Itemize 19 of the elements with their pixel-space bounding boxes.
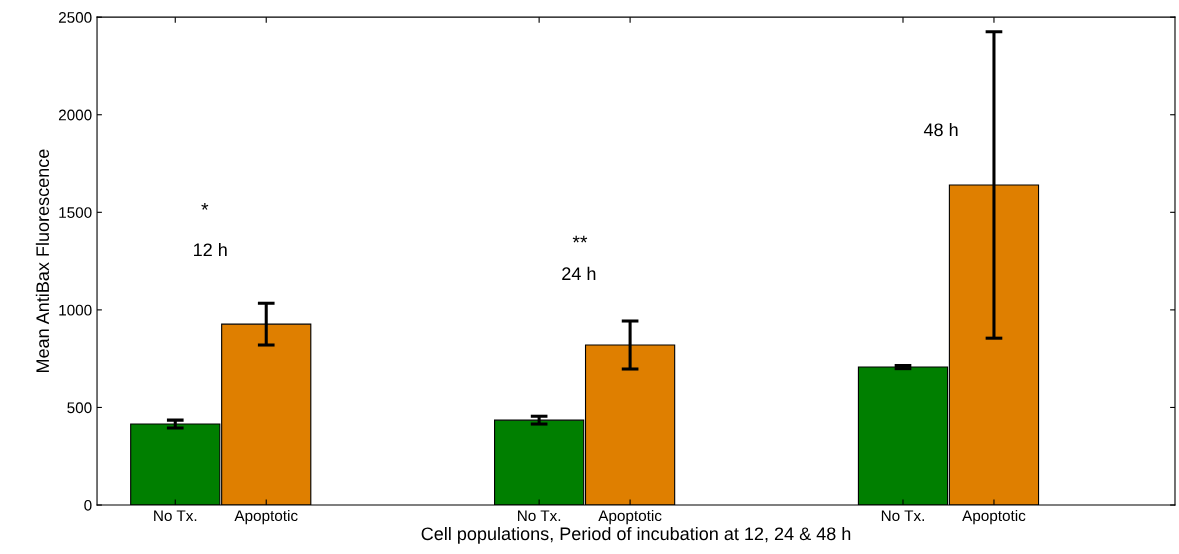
y-axis-title: Mean AntiBax Fluorescence: [35, 149, 50, 373]
x-tick-label: Apoptotic: [234, 509, 298, 525]
annotation: 12 h: [194, 242, 227, 257]
annotation: **: [572, 235, 588, 243]
annotation: 24 h: [562, 266, 596, 280]
y-tick-label: 2000: [58, 109, 92, 121]
y-tick-label: 2500: [58, 12, 92, 23]
x-tick-label: Apoptotic: [962, 509, 1026, 525]
y-tick-label: 1000: [59, 304, 92, 316]
annotation: *: [201, 202, 209, 210]
x-axis-title: Cell populations, Period of incubation at 12, 24 & 48 h: [421, 526, 851, 544]
y-tick-label: 0: [84, 499, 92, 511]
y-tick-label: 500: [67, 402, 92, 414]
x-tick-label: Apoptotic: [598, 509, 662, 525]
x-tick-label: No Tx.: [881, 510, 924, 522]
y-tick-label: 1500: [59, 207, 92, 218]
annotation: 48 h: [923, 122, 958, 137]
x-tick-label: No Tx.: [518, 510, 561, 522]
x-tick-label: No Tx.: [154, 510, 197, 522]
